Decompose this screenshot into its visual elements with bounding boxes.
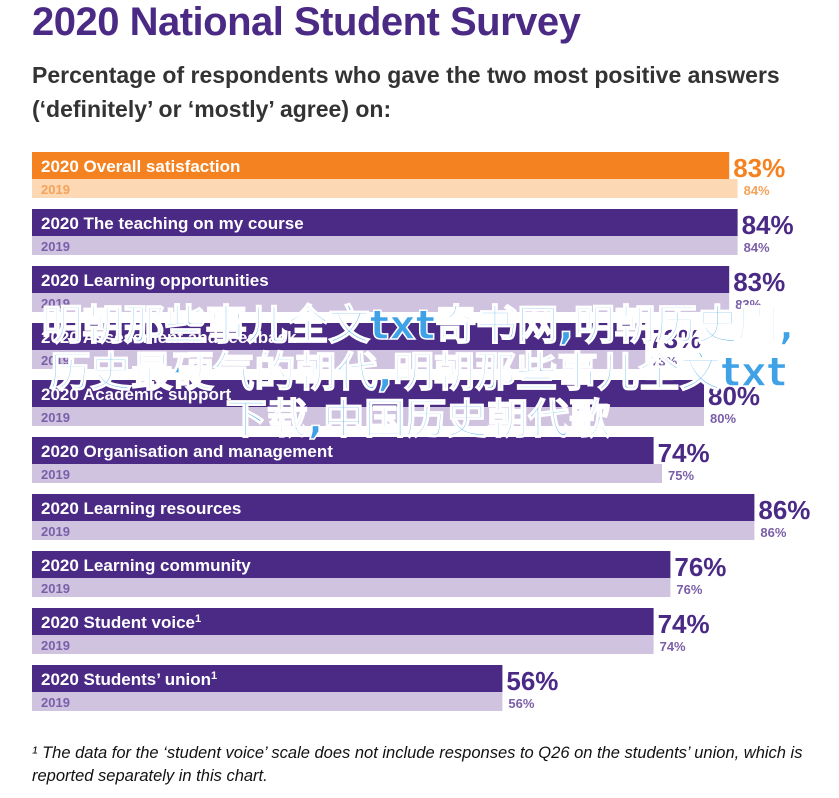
previous-year-label: 2019	[41, 524, 70, 539]
bar-2019	[32, 407, 704, 426]
value-label-2019: 86%	[760, 525, 786, 540]
category-label: 2020 Learning opportunities	[41, 271, 269, 290]
bar-2019	[32, 350, 646, 369]
previous-year-label: 2019	[41, 638, 70, 653]
bar-2020	[32, 152, 730, 179]
bar-2020	[32, 608, 654, 635]
value-label-2020: 74%	[658, 438, 710, 468]
bar-2019	[32, 464, 662, 483]
value-label-2020: 56%	[506, 666, 558, 696]
bar-2019	[32, 179, 738, 198]
bar-2019	[32, 692, 503, 711]
previous-year-label: 2019	[41, 296, 70, 311]
bar-2020	[32, 323, 646, 350]
bar-2020	[32, 494, 755, 521]
previous-year-label: 2019	[41, 467, 70, 482]
value-label-2019: 83%	[735, 297, 761, 312]
value-label-2020: 73%	[649, 324, 701, 354]
bar-2020	[32, 209, 738, 236]
value-label-2019: 84%	[744, 183, 770, 198]
previous-year-label: 2019	[41, 353, 70, 368]
bar-2020	[32, 266, 730, 293]
category-label: 2020 Student voice1	[41, 613, 201, 632]
value-label-2019: 76%	[676, 582, 702, 597]
value-label-2020: 83%	[733, 153, 785, 183]
bar-2020	[32, 551, 671, 578]
bar-2019	[32, 521, 755, 540]
value-label-2020: 86%	[758, 495, 810, 525]
value-label-2019: 84%	[744, 240, 770, 255]
value-label-2020: 83%	[733, 267, 785, 297]
category-label: 2020 The teaching on my course	[41, 214, 304, 233]
category-label: 2020 Overall satisfaction	[41, 157, 240, 176]
previous-year-label: 2019	[41, 239, 70, 254]
bar-2019	[32, 236, 738, 255]
bar-chart: 2020 Overall satisfaction201983%84%2020 …	[32, 152, 810, 711]
value-label-2019: 80%	[710, 411, 736, 426]
footnote: ¹ The data for the ‘student voice’ scale…	[32, 744, 803, 785]
value-label-2019: 73%	[651, 354, 677, 369]
bar-2020	[32, 665, 503, 692]
bar-2019	[32, 578, 671, 597]
value-label-2019: 74%	[660, 639, 686, 654]
value-label-2020: 84%	[742, 210, 794, 240]
category-label: 2020 Assessment and feedback	[41, 328, 297, 347]
value-label-2020: 74%	[658, 609, 710, 639]
value-label-2020: 80%	[708, 381, 760, 411]
bar-2019	[32, 635, 654, 654]
category-label: 2020 Students’ union1	[41, 670, 217, 689]
value-label-2020: 76%	[674, 552, 726, 582]
category-label: 2020 Organisation and management	[41, 442, 333, 461]
chart-subtitle: Percentage of respondents who gave the t…	[32, 62, 780, 122]
value-label-2019: 75%	[668, 468, 694, 483]
category-label: 2020 Academic support	[41, 385, 232, 404]
value-label-2019: 56%	[508, 696, 534, 711]
previous-year-label: 2019	[41, 182, 70, 197]
bar-2020	[32, 380, 704, 407]
category-label: 2020 Learning community	[41, 556, 251, 575]
previous-year-label: 2019	[41, 410, 70, 425]
bar-2020	[32, 437, 654, 464]
category-label: 2020 Learning resources	[41, 499, 241, 518]
previous-year-label: 2019	[41, 695, 70, 710]
previous-year-label: 2019	[41, 581, 70, 596]
bar-2019	[32, 293, 730, 312]
chart-title: 2020 National Student Survey	[32, 0, 581, 44]
